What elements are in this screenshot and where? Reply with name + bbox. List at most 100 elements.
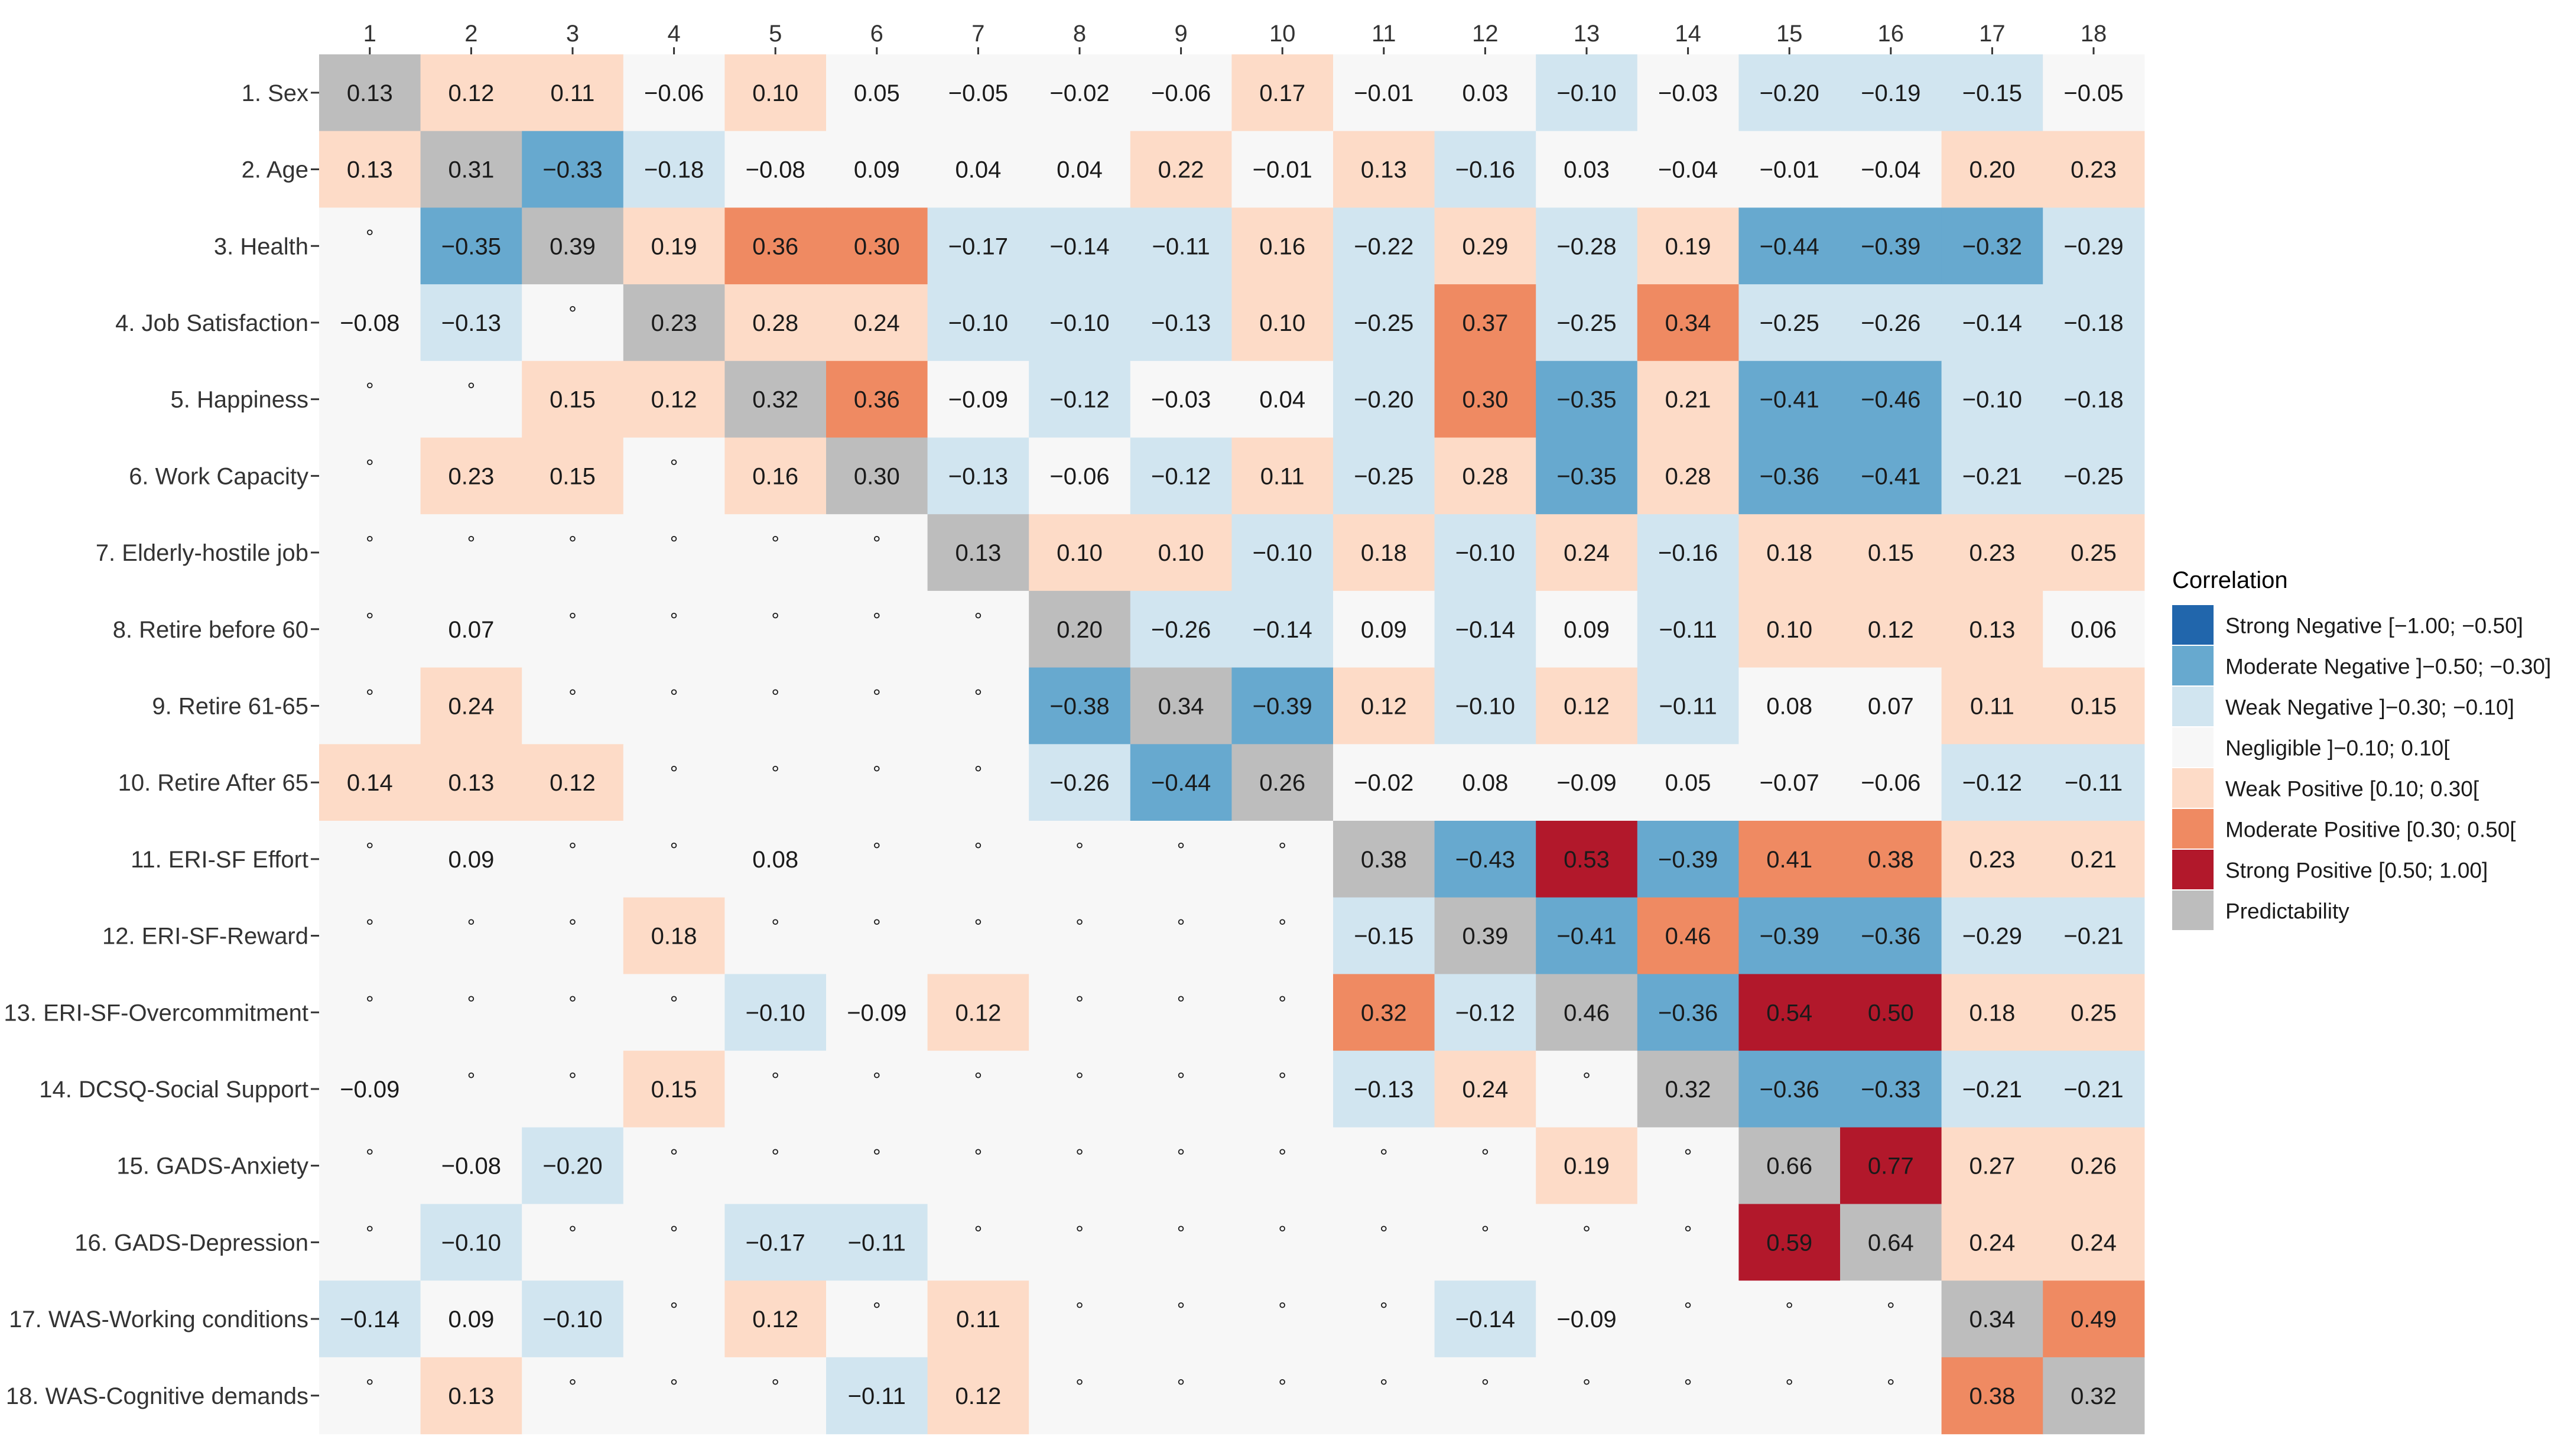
cell-value-label: −0.12	[1455, 1000, 1515, 1026]
cell-value-label: 0.07	[1868, 693, 1914, 719]
column-tick-label: 18	[2081, 21, 2107, 47]
heatmap-cell	[2043, 1051, 2145, 1128]
heatmap-cell	[1231, 974, 1334, 1051]
cell-value-label: °	[771, 685, 779, 708]
heatmap-cell-labels: 0.13 0.12 0.11 −0.06 0.10 0.05 −0.05 −0.02 −0.06…	[340, 80, 2123, 1409]
cell-value-label: °	[974, 1222, 983, 1244]
cell-value-label: °	[1684, 1146, 1692, 1168]
heatmap-cell	[2043, 437, 2145, 515]
heatmap-cell	[1738, 1357, 1841, 1435]
heatmap-cell	[1130, 437, 1232, 515]
cell-value-label: −0.14	[1455, 1306, 1515, 1332]
heatmap-cell	[420, 207, 522, 285]
heatmap-cell	[1941, 974, 2043, 1051]
heatmap-cell	[623, 667, 725, 745]
heatmap-cell	[420, 1127, 522, 1205]
cell-value-label: −0.36	[1861, 924, 1920, 950]
cell-value-label: 0.13	[1361, 157, 1407, 183]
cell-value-label: 0.39	[550, 233, 596, 259]
cell-value-label: −0.09	[340, 1077, 399, 1103]
heatmap-cell	[1941, 1051, 2043, 1128]
cell-value-label: 0.11	[551, 80, 595, 106]
cell-value-label: −0.39	[1253, 693, 1312, 719]
row-tick-label: 3. Health	[214, 233, 308, 259]
heatmap-cell	[2043, 131, 2145, 208]
heatmap-cell	[1840, 897, 1942, 974]
heatmap-cell	[927, 744, 1029, 821]
cell-value-label: 0.12	[752, 1306, 798, 1332]
cell-value-label: −0.13	[441, 310, 501, 336]
cell-value-label: 0.23	[1969, 847, 2015, 873]
cell-value-label: °	[670, 1222, 678, 1244]
heatmap-cell	[1333, 514, 1435, 592]
cell-value-label: 0.24	[1969, 1230, 2015, 1256]
cell-value-label: −0.22	[1354, 233, 1413, 259]
heatmap-cell	[1231, 590, 1334, 668]
cell-value-label: 0.34	[1665, 310, 1711, 336]
legend-swatch	[2172, 809, 2214, 849]
cell-value-label: −0.04	[1658, 157, 1718, 183]
cell-value-label: −0.17	[746, 1230, 805, 1256]
heatmap-cell	[623, 207, 725, 285]
legend-title: Correlation	[2172, 567, 2288, 593]
heatmap-cell	[1840, 1357, 1942, 1435]
cell-value-label: −0.39	[1658, 847, 1718, 873]
cell-value-label: °	[568, 992, 577, 1015]
cell-value-label: 0.26	[2071, 1153, 2117, 1179]
row-tick-label: 7. Elderly-hostile job	[96, 540, 308, 566]
cell-value-label: °	[366, 456, 374, 478]
cell-value-label: °	[1177, 1299, 1185, 1321]
heatmap-cell	[826, 514, 928, 592]
cell-value-label: −0.06	[644, 80, 704, 106]
cell-value-label: °	[670, 992, 678, 1015]
heatmap-cell	[826, 1204, 928, 1281]
cell-value-label: −0.09	[1556, 1306, 1616, 1332]
heatmap-cell	[1130, 131, 1232, 208]
cell-value-label: 0.23	[448, 463, 494, 489]
cell-value-label: −0.25	[2063, 463, 2123, 489]
row-labels: 1. Sex 2. Age 3. Health 4. Job Satisfaction…	[4, 80, 319, 1409]
heatmap-cell	[927, 1051, 1029, 1128]
cell-value-label: °	[1278, 1069, 1286, 1091]
cell-value-label: −0.01	[1253, 157, 1312, 183]
heatmap-cell	[420, 897, 522, 974]
legend-label: Strong Positive [0.50; 1.00]	[2225, 859, 2488, 883]
heatmap-cell	[1434, 207, 1536, 285]
heatmap-cell	[1738, 974, 1841, 1051]
cell-value-label: 0.05	[854, 80, 900, 106]
heatmap-cell	[2043, 1357, 2145, 1435]
cell-value-label: °	[873, 685, 881, 708]
heatmap-cell	[1130, 897, 1232, 974]
heatmap-cell	[724, 131, 827, 208]
heatmap-cell	[1231, 131, 1334, 208]
column-tick-label: 8	[1073, 21, 1086, 47]
cell-value-label: −0.11	[1659, 693, 1717, 719]
cell-value-label: 0.10	[1766, 617, 1812, 643]
heatmap-cell	[826, 821, 928, 898]
row-tick-label: 9. Retire 61-65	[152, 693, 308, 719]
cell-value-label: 0.66	[1766, 1153, 1812, 1179]
cell-value-label: −0.25	[1760, 310, 1819, 336]
cell-value-label: °	[873, 762, 881, 785]
heatmap-cell	[927, 897, 1029, 974]
cell-value-label: −0.25	[1354, 310, 1413, 336]
heatmap-cell	[319, 897, 421, 974]
cell-value-label: 0.04	[1259, 387, 1305, 413]
cell-value-label: °	[873, 916, 881, 938]
cell-value-label: −0.10	[1049, 310, 1109, 336]
heatmap-cell	[2043, 1127, 2145, 1205]
cell-value-label: −0.39	[1861, 233, 1920, 259]
cell-value-label: −0.41	[1760, 387, 1819, 413]
cell-value-label: 0.13	[347, 157, 393, 183]
heatmap-cell	[1029, 131, 1131, 208]
legend-label: Moderate Positive [0.30; 0.50[	[2225, 818, 2516, 842]
heatmap-cell	[1840, 284, 1942, 362]
heatmap-cell	[1130, 360, 1232, 438]
cell-value-label: °	[670, 456, 678, 478]
heatmap-cell	[2043, 897, 2145, 974]
heatmap-cell	[1333, 897, 1435, 974]
heatmap-cell	[1333, 1051, 1435, 1128]
heatmap-cell	[927, 590, 1029, 668]
cell-value-label: °	[1278, 992, 1286, 1015]
heatmap-cell	[319, 590, 421, 668]
